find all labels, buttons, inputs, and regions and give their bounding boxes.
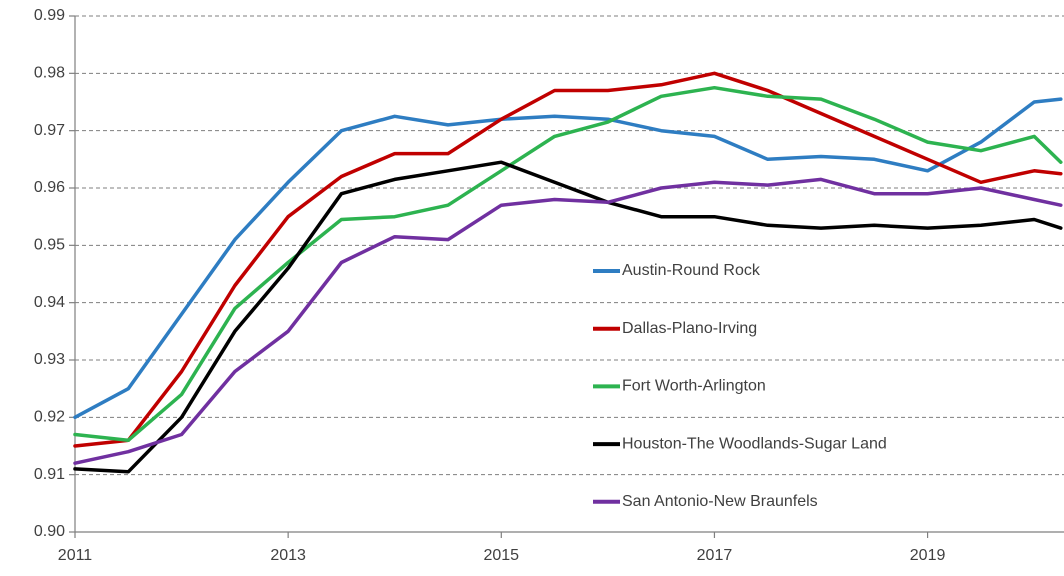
y-tick-label: 0.95 bbox=[34, 237, 65, 254]
y-tick-label: 0.97 bbox=[34, 122, 65, 139]
y-tick-label: 0.91 bbox=[34, 466, 65, 483]
series-line bbox=[73, 97, 1063, 420]
y-tick-label: 0.99 bbox=[34, 7, 65, 24]
x-tick-label: 2013 bbox=[270, 547, 306, 564]
series-line bbox=[73, 85, 1063, 443]
series-line bbox=[73, 71, 1063, 448]
x-tick-label: 2011 bbox=[58, 547, 93, 564]
series-line bbox=[73, 160, 1063, 474]
y-tick-label: 0.96 bbox=[34, 179, 65, 196]
legend-label: San Antonio-New Braunfels bbox=[622, 493, 818, 510]
y-tick-label: 0.90 bbox=[34, 523, 65, 540]
legend-label: Austin-Round Rock bbox=[622, 262, 761, 279]
x-tick-label: 2015 bbox=[483, 547, 519, 564]
legend-label: Dallas-Plano-Irving bbox=[622, 320, 757, 337]
legend-label: Houston-The Woodlands-Sugar Land bbox=[622, 435, 887, 452]
x-tick-label: 2017 bbox=[697, 547, 733, 564]
y-tick-label: 0.92 bbox=[34, 409, 65, 426]
series-line bbox=[73, 177, 1063, 465]
y-tick-label: 0.93 bbox=[34, 351, 65, 368]
y-tick-label: 0.98 bbox=[34, 65, 65, 82]
y-tick-label: 0.94 bbox=[34, 294, 65, 311]
x-tick-label: 2019 bbox=[910, 547, 946, 564]
legend-label: Fort Worth-Arlington bbox=[622, 378, 766, 395]
